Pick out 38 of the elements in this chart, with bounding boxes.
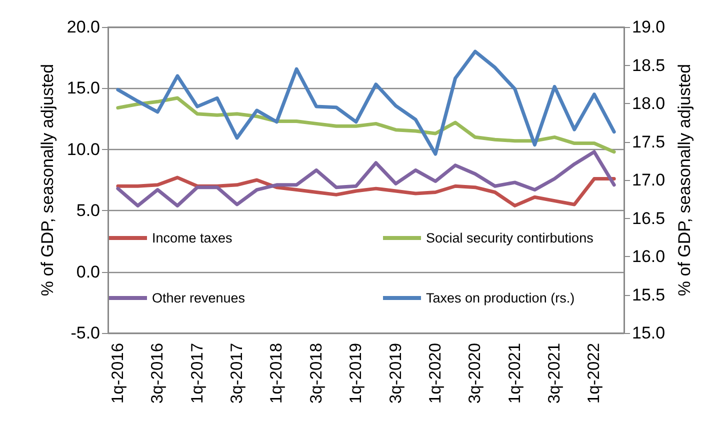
x-tick-label: 3q-2016	[148, 343, 167, 404]
y-axis-title: % of GDP, seasonally adjusted	[38, 64, 58, 296]
y2-tick-label: 16.5	[632, 208, 666, 228]
x-tick-label: 3q-2018	[307, 343, 326, 404]
x-tick-label: 1q-2020	[426, 343, 444, 404]
line-series	[116, 176, 616, 208]
y2-tick-label: 16.0	[632, 247, 666, 266]
y-tick-label: 10.0	[66, 140, 100, 159]
y-tick-label: -5.0	[70, 324, 100, 342]
legend-label: Other revenues	[152, 290, 246, 306]
y-tick-label: 20.0	[66, 18, 100, 36]
x-tick-label: 1q-2018	[268, 343, 286, 404]
line-series	[116, 50, 616, 156]
y2-axis-title: % of GDP, seasonally adjusted	[674, 64, 694, 296]
y-tick-label: 0.0	[76, 262, 100, 282]
legend-label: Income taxes	[152, 230, 233, 246]
y2-tick-label: 18.5	[632, 56, 666, 75]
x-tick-label: 3q-2021	[546, 343, 564, 404]
x-tick-label: 1q-2022	[585, 343, 604, 404]
legend-label: Social security contirbutions	[426, 230, 594, 246]
y2-tick-label: 18.0	[632, 94, 666, 113]
x-tick-label: 1q-2019	[347, 343, 366, 404]
legend-label: Taxes on production (rs.)	[426, 290, 575, 306]
y2-tick-label: 15.0	[632, 324, 666, 342]
x-tick-label: 3q-2020	[466, 343, 484, 404]
line-series	[116, 96, 616, 154]
x-tick-label: 3q-2019	[386, 343, 405, 404]
x-tick-label: 3q-2017	[228, 343, 246, 404]
x-tick-label: 1q-2017	[188, 343, 206, 404]
y2-tick-label: 17.0	[632, 170, 666, 190]
y2-tick-label: 19.0	[632, 18, 666, 36]
y-tick-label: 5.0	[76, 201, 100, 220]
y-tick-label: 15.0	[66, 78, 100, 98]
y2-tick-label: 15.5	[632, 285, 666, 304]
x-tick-label: 1q-2021	[506, 343, 524, 404]
line-series	[116, 150, 616, 208]
x-tick-label: 1q-2016	[108, 343, 127, 404]
y2-tick-label: 17.5	[632, 132, 666, 152]
